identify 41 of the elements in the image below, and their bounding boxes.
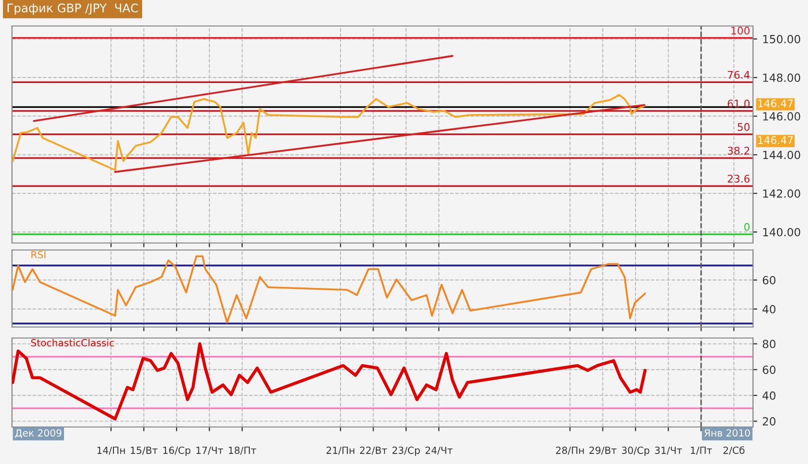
annotation: 50 xyxy=(738,123,750,131)
series-label: StochasticClassic xyxy=(31,338,114,346)
text: Дек 2009 xyxy=(15,429,62,438)
x-tick-label: 14/Пн xyxy=(97,446,125,455)
x-tick-label: 24/Чт xyxy=(426,446,453,455)
annotation: 23.6 xyxy=(728,174,750,183)
y-tick-label: 60 xyxy=(762,276,776,284)
y-tick-label: 148.00 xyxy=(763,74,800,82)
annotation: 76.4 xyxy=(728,70,750,79)
y-tick-label: 40 xyxy=(762,304,776,314)
series-label: RSI xyxy=(31,250,46,258)
ref-line-label: Янв 2010 xyxy=(704,429,750,437)
x-tick-label: 30/Ср xyxy=(622,446,650,456)
y-tick-label: 80 xyxy=(762,340,776,348)
y-tick-label: 140.00 xyxy=(763,228,800,236)
chart-title: График GBP /JPY ЧАС xyxy=(8,3,138,15)
x-tick-label: 23/Ср xyxy=(392,446,420,456)
x-tick-label: 1/Пт xyxy=(690,446,712,455)
x-tick-label: 21/Пн xyxy=(326,446,354,455)
x-tick-label: 22/Вт xyxy=(360,446,387,455)
x-tick-label: 17/Чт xyxy=(196,446,224,455)
annotation: 38.2 xyxy=(728,146,750,155)
x-tick-label: 31/Чт xyxy=(655,446,682,455)
x-tick-label: 28/Пн xyxy=(556,446,584,455)
annotation: 100 xyxy=(731,26,750,35)
y-tick-label: 144.00 xyxy=(763,150,800,160)
y-tick-label: 150.00 xyxy=(763,34,800,44)
y-tick-label: 20 xyxy=(762,417,776,426)
x-tick-label: 16/Ср xyxy=(163,446,190,456)
x-tick-label: 15/Вт xyxy=(130,446,158,455)
y-tick-label: 142.00 xyxy=(763,189,800,198)
y-tick-label: 40 xyxy=(762,391,776,400)
annotation: 0 xyxy=(744,223,750,231)
ref-line-label: 146.47 xyxy=(758,99,793,108)
x-tick-label: 18/Пт xyxy=(228,446,256,455)
x-tick-label: 29/Вт xyxy=(589,446,616,455)
y-tick-label: 60 xyxy=(762,366,776,374)
text: 146.47 xyxy=(758,136,793,144)
annotation: 61.0 xyxy=(728,100,750,108)
y-tick-label: 146.00 xyxy=(763,112,800,121)
x-tick-label: 2/Сб xyxy=(723,446,744,455)
